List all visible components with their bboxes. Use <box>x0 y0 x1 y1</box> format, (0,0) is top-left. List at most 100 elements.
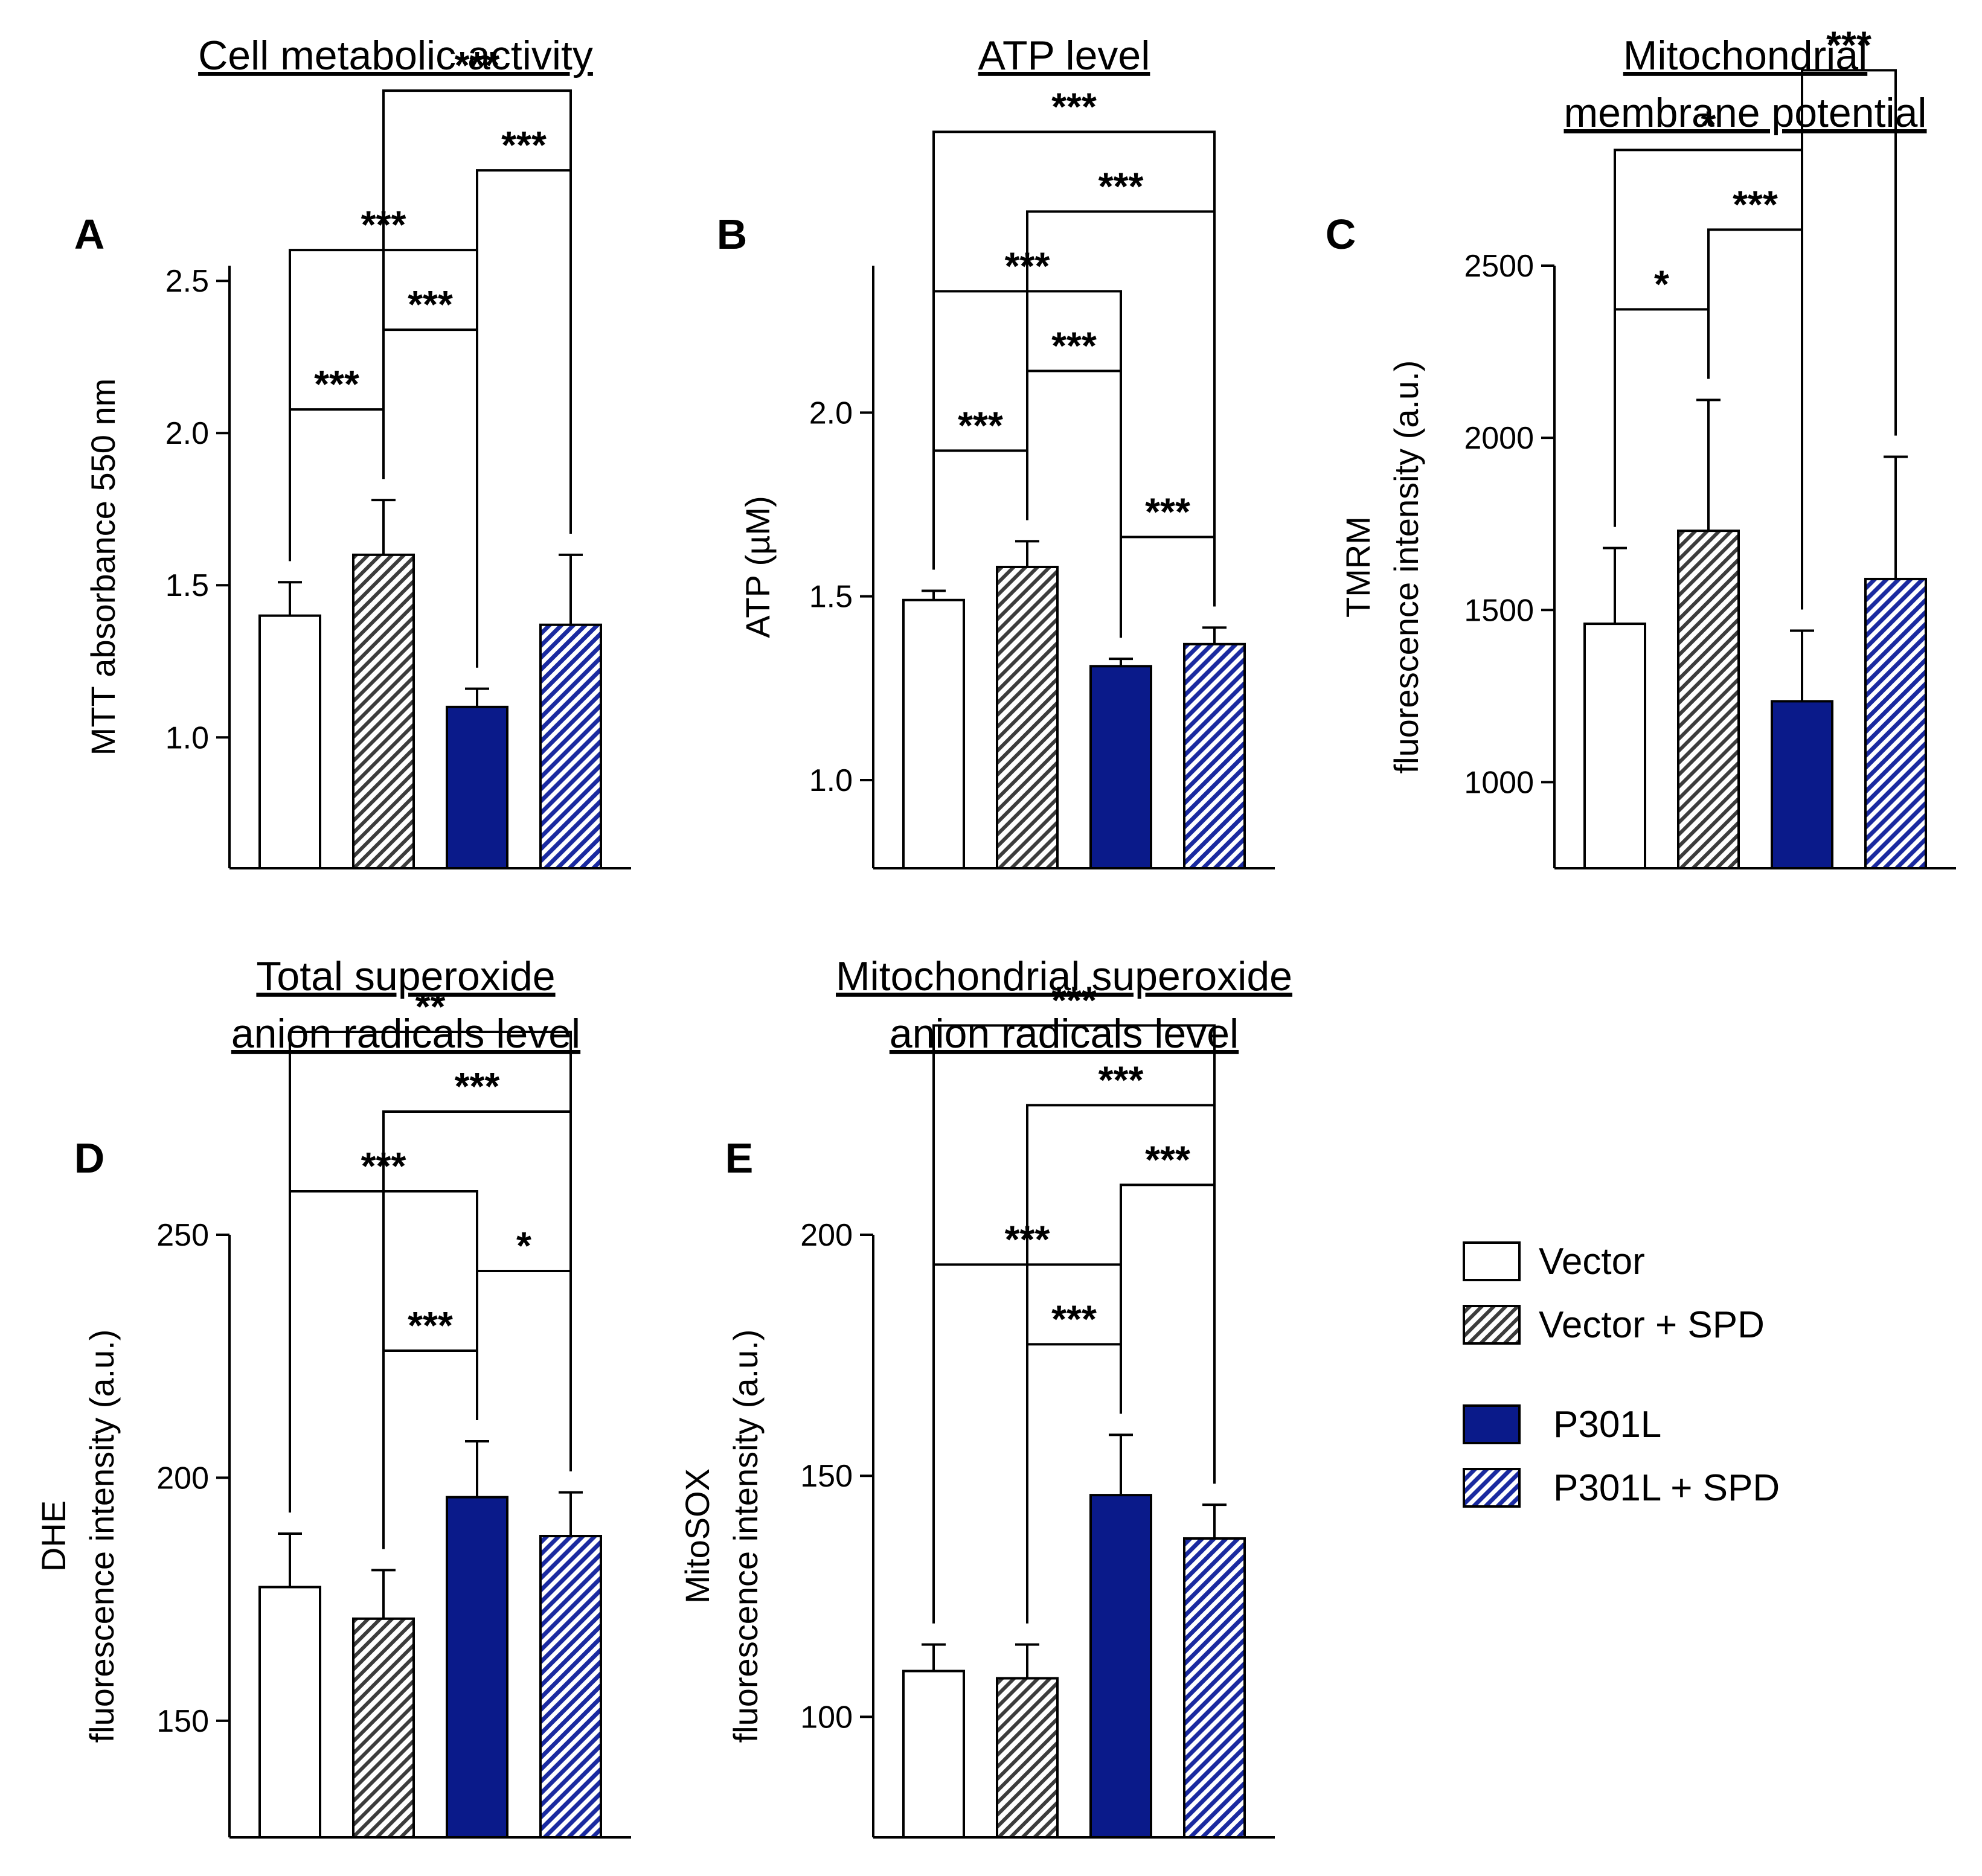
y-axis-label: MTT absorbance 550 nm <box>84 379 122 756</box>
y-axis-label: fluorescence intensity (a.u.) <box>726 1330 765 1743</box>
significance-label: *** <box>455 43 500 87</box>
panel-title: Total superoxide <box>256 953 555 999</box>
panel-D: Total superoxide anion radicals level D DHE… <box>34 953 631 1839</box>
significance-label: *** <box>958 403 1003 447</box>
significance-bracket <box>932 130 1216 607</box>
y-axis-label: fluorescence intensity (a.u.) <box>1387 360 1425 774</box>
y-tick-label: 1.5 <box>165 568 209 603</box>
y-axis-label: TMRM <box>1339 516 1377 618</box>
significance-bracket <box>476 169 572 668</box>
bar-p301l-spd <box>1183 1537 1246 1839</box>
significance-bracket <box>1614 308 1710 527</box>
bar-vector <box>258 614 321 870</box>
bar-p301l <box>446 705 508 870</box>
significance-label: *** <box>314 362 359 406</box>
significance-label: * <box>516 1224 531 1267</box>
bar-vector-spd <box>1677 530 1740 869</box>
y-tick-label: 250 <box>156 1218 209 1253</box>
y-tick-label: 2500 <box>1464 249 1534 284</box>
bar-p301l <box>1771 700 1833 869</box>
legend-swatch-p301l <box>1463 1404 1521 1444</box>
significance-bracket <box>289 1031 572 1513</box>
panels: Cell metabolic activity A MTT absorbance 5… <box>34 23 1956 1839</box>
legend-swatch-vector-spd <box>1463 1305 1521 1345</box>
significance-label: ** <box>415 985 446 1028</box>
significance-label: *** <box>501 123 547 167</box>
panel-letter: A <box>74 211 105 258</box>
bar-vector <box>902 1670 965 1839</box>
significance-label: *** <box>408 1304 453 1347</box>
legend-label: Vector + SPD <box>1539 1304 1765 1346</box>
significance-label: *** <box>455 1064 500 1108</box>
significance-label: *** <box>1145 490 1190 533</box>
legend-label: P301L <box>1553 1404 1661 1445</box>
significance-bracket <box>1120 536 1216 638</box>
y-axis-label: DHE <box>34 1500 72 1572</box>
y-tick-label: 150 <box>800 1459 853 1494</box>
panel-letter: D <box>74 1135 105 1182</box>
legend: Vector Vector + SPD P301L P301L + SPD <box>1463 1241 1780 1509</box>
significance-bracket <box>476 1270 572 1471</box>
y-tick-label: 2.0 <box>809 395 853 431</box>
significance-label: *** <box>408 283 453 326</box>
significance-bracket <box>932 1024 1216 1624</box>
significance-label: *** <box>1098 164 1144 208</box>
legend-swatch-p301l-spd <box>1463 1468 1521 1508</box>
significance-bracket <box>289 408 385 562</box>
panel-letter: B <box>717 211 748 258</box>
significance-label: *** <box>1826 23 1871 66</box>
panel-A: Cell metabolic activity A MTT absorbance 5… <box>74 33 631 870</box>
y-tick-label: 1.0 <box>165 720 209 755</box>
bar-p301l-spd <box>1864 577 1927 870</box>
panel-E: Mitochondrial superoxide anion radicals l… <box>678 953 1292 1839</box>
y-tick-label: 200 <box>800 1218 853 1253</box>
significance-bracket <box>1120 1183 1216 1484</box>
bar-vector-spd <box>996 1677 1059 1839</box>
y-tick-label: 2.0 <box>165 416 209 451</box>
y-tick-label: 2000 <box>1464 421 1534 456</box>
y-tick-label: 150 <box>156 1704 209 1739</box>
significance-label: *** <box>1051 85 1097 128</box>
significance-label: *** <box>1051 1297 1097 1340</box>
y-tick-label: 1.0 <box>809 763 853 798</box>
panel-title: ATP level <box>978 33 1150 78</box>
y-axis-label: MitoSOX <box>678 1468 716 1604</box>
y-tick-label: 200 <box>156 1461 209 1496</box>
bar-vector-spd <box>996 566 1059 869</box>
significance-label: * <box>1701 103 1716 146</box>
significance-label: *** <box>1145 1138 1190 1181</box>
bar-p301l-spd <box>539 623 602 870</box>
bar-vector <box>258 1586 321 1839</box>
bar-p301l-spd <box>539 1535 602 1839</box>
y-tick-label: 1000 <box>1464 765 1534 800</box>
panel-title: Mitochondrial superoxide <box>836 953 1292 999</box>
significance-bracket <box>1801 69 1897 610</box>
y-tick-label: 2.5 <box>165 264 209 299</box>
significance-label: *** <box>1051 978 1097 1022</box>
significance-bracket <box>932 449 1028 570</box>
bar-vector <box>902 598 965 870</box>
panel-title: Cell metabolic activity <box>198 33 593 78</box>
y-tick-label: 1500 <box>1464 593 1534 628</box>
legend-label: Vector <box>1539 1241 1645 1282</box>
bar-p301l <box>1089 665 1152 870</box>
bar-p301l <box>446 1496 508 1839</box>
y-tick-label: 1.5 <box>809 580 853 615</box>
significance-bracket <box>382 89 572 534</box>
y-tick-label: 100 <box>800 1700 853 1735</box>
significance-label: *** <box>1733 182 1778 226</box>
y-axis-label: ATP (µM) <box>739 496 777 638</box>
panel-letter: E <box>725 1135 754 1182</box>
y-axis-label: fluorescence intensity (a.u.) <box>83 1330 121 1743</box>
bar-vector-spd <box>352 553 415 869</box>
legend-label: P301L + SPD <box>1553 1467 1780 1509</box>
bar-vector-spd <box>352 1617 415 1839</box>
bar-vector <box>1583 623 1646 870</box>
bar-p301l <box>1089 1494 1152 1839</box>
panel-title: anion radicals level <box>890 1011 1239 1057</box>
bar-p301l-spd <box>1183 642 1246 870</box>
panel-title: anion radicals level <box>231 1011 580 1057</box>
significance-label: *** <box>1098 1058 1144 1101</box>
